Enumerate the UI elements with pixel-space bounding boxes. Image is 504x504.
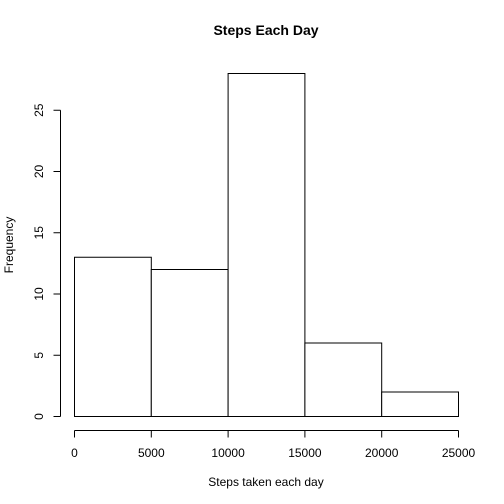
y-axis: 0 5 10 15 20 25 [32, 103, 61, 420]
x-tick-label-1: 5000 [138, 446, 165, 460]
x-tick-label-3: 15000 [288, 446, 322, 460]
x-axis-label: Steps taken each day [208, 475, 323, 489]
histogram-bar-2 [227, 73, 306, 417]
y-tick-label-3: 15 [32, 226, 46, 240]
y-tick-label-5: 25 [32, 103, 46, 117]
y-tick-label-1: 5 [32, 352, 46, 359]
histogram-bar-3 [304, 342, 383, 417]
x-tick-label-2: 10000 [211, 446, 245, 460]
y-tick-label-2: 10 [32, 287, 46, 301]
y-axis-label: Frequency [2, 217, 16, 274]
bars-group [74, 73, 460, 417]
x-axis: 0 5000 10000 15000 20000 25000 [71, 430, 476, 460]
y-tick-label-4: 20 [32, 165, 46, 179]
chart-title: Steps Each Day [213, 22, 318, 38]
x-tick-label-5: 25000 [442, 446, 476, 460]
histogram-bar-1 [150, 269, 229, 417]
y-tick-label-0: 0 [32, 413, 46, 420]
x-tick-label-4: 20000 [365, 446, 399, 460]
histogram-bar-0 [74, 256, 152, 417]
histogram-bar-4 [381, 391, 460, 417]
x-tick-label-0: 0 [71, 446, 78, 460]
